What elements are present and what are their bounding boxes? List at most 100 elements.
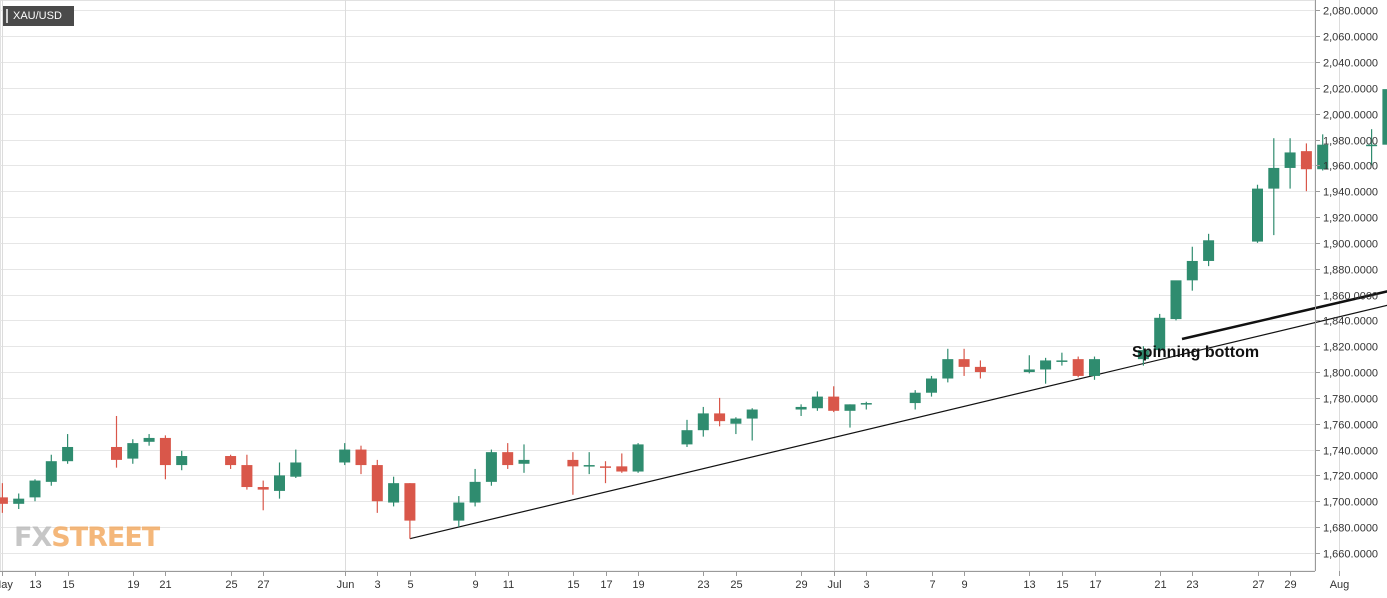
y-tick-label: 1,700.0000 — [1323, 497, 1378, 509]
y-tick-label: 1,680.0000 — [1323, 523, 1378, 535]
x-tick-label: 27 — [1252, 579, 1264, 591]
x-tick-label: 15 — [62, 579, 74, 591]
candle-body — [616, 466, 628, 472]
x-tick-label: 9 — [472, 579, 478, 591]
candle-body — [45, 461, 57, 482]
y-tick-label: 1,900.0000 — [1323, 239, 1378, 251]
candle-body — [844, 404, 856, 411]
annotation-pointer — [1181, 290, 1387, 341]
candle-up — [1284, 138, 1296, 189]
candle-up — [485, 449, 497, 486]
candle-up — [29, 479, 41, 502]
candle-down — [1072, 356, 1084, 378]
candle-body — [1040, 360, 1052, 370]
candle-up — [176, 450, 188, 471]
x-tick-label: 21 — [1154, 579, 1166, 591]
candle-body — [583, 465, 595, 467]
candle-up — [339, 443, 351, 466]
y-axis: 1,660.0000 1,680.0000 1,700.0000 1,720.0000… — [1315, 0, 1378, 571]
candle-up — [942, 348, 954, 383]
y-tick-label: 2,060.0000 — [1323, 32, 1378, 44]
candle-up — [1056, 352, 1068, 366]
x-tick-label: 15 — [567, 579, 579, 591]
candle-down — [958, 348, 970, 376]
candle-up — [127, 439, 139, 464]
candle-up — [1137, 346, 1149, 366]
x-tick-label: 25 — [730, 579, 742, 591]
candle-up — [1170, 280, 1182, 321]
x-tick-label: 29 — [795, 579, 807, 591]
candle-body — [1170, 280, 1182, 320]
candle-up — [1154, 313, 1166, 353]
candle-down — [1300, 143, 1312, 192]
x-tick-label: 13 — [1023, 579, 1035, 591]
candle-down — [828, 386, 840, 413]
y-tick-label: 1,880.0000 — [1323, 265, 1378, 277]
candle-body — [746, 409, 758, 419]
candle-body — [225, 456, 237, 466]
candle-body — [62, 446, 74, 462]
candle-down — [257, 480, 269, 511]
candle-up — [811, 391, 823, 411]
candle-body — [176, 456, 188, 466]
candle-up — [1317, 134, 1329, 171]
logo-part-2: STREET — [51, 522, 160, 553]
candle-body — [0, 497, 8, 504]
candle-body — [1023, 369, 1035, 373]
candle-body — [29, 480, 41, 498]
candle-body — [111, 446, 122, 460]
candle-body — [730, 418, 742, 424]
candle-body — [404, 483, 416, 521]
x-tick-label: Jun — [337, 579, 355, 591]
candle-up — [13, 493, 25, 509]
candle-body — [1284, 152, 1296, 168]
y-tick-label: 1,800.0000 — [1323, 368, 1378, 380]
candle-up — [274, 462, 285, 499]
candle-body — [13, 498, 25, 504]
candle-body — [1252, 188, 1263, 242]
candle-up — [746, 408, 758, 441]
annotation-label: Spinning bottom — [1132, 344, 1259, 361]
candle-body — [926, 378, 937, 393]
candle-up — [290, 449, 302, 478]
support-trendline — [409, 304, 1387, 540]
candle-up — [583, 452, 595, 475]
candle-up — [860, 401, 872, 410]
candle-up — [1382, 89, 1387, 145]
candle-body — [502, 452, 514, 466]
candle-body — [339, 449, 351, 463]
x-tick-label: 23 — [697, 579, 709, 591]
candle-down — [714, 397, 726, 427]
y-tick-label: 1,780.0000 — [1323, 394, 1378, 406]
candle-down — [974, 360, 986, 379]
candle-body — [127, 443, 139, 459]
x-tick-label: 27 — [257, 579, 269, 591]
candle-up — [1089, 356, 1100, 380]
logo-part-1: FX — [14, 522, 52, 553]
x-tick-label: 25 — [225, 579, 237, 591]
candle-up — [1203, 233, 1215, 267]
x-tick-label: 3 — [863, 579, 869, 591]
candle-up — [453, 496, 465, 528]
candle-down — [371, 459, 383, 513]
candle-down — [616, 453, 628, 473]
candle-body — [290, 462, 302, 477]
y-tick-label: 1,840.0000 — [1323, 316, 1378, 328]
chart-grid — [0, 0, 1340, 572]
y-tick-label: 1,760.0000 — [1323, 420, 1378, 432]
candle-up — [1252, 184, 1263, 243]
candle-body — [1382, 89, 1387, 145]
candle-down — [111, 415, 122, 468]
candle-body — [143, 437, 155, 442]
candle-up — [681, 419, 693, 447]
candle-body — [469, 481, 481, 503]
candle-down — [0, 483, 8, 513]
x-tick-label: 17 — [600, 579, 612, 591]
y-tick-label: 1,960.0000 — [1323, 161, 1378, 173]
candle-down — [355, 445, 367, 475]
candle-down — [241, 454, 253, 490]
candle-body — [388, 483, 400, 503]
y-tick-label: 1,740.0000 — [1323, 446, 1378, 458]
candle-up — [1268, 138, 1280, 236]
candle-body — [632, 444, 644, 472]
